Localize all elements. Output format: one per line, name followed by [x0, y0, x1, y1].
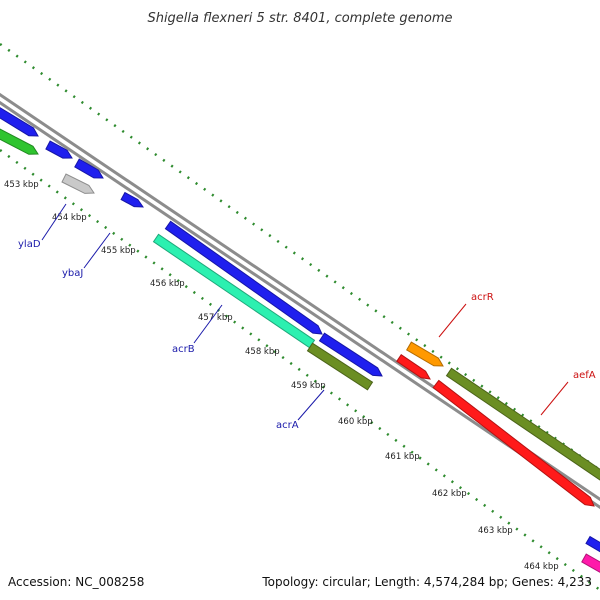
kbp-label: 459 kbp — [291, 381, 326, 391]
gene-leader-line — [297, 389, 325, 421]
feature-acrB-8[interactable] — [152, 233, 316, 349]
feature-acrB-7[interactable] — [164, 220, 323, 335]
gene-leader-line — [83, 232, 111, 269]
kbp-label: 461 kbp — [385, 452, 420, 462]
kbp-label: 457 kbp — [198, 313, 233, 323]
kbp-label: 454 kbp — [52, 213, 87, 223]
feature-acrA-10[interactable] — [306, 342, 374, 391]
gene-label-acrB[interactable]: acrB — [172, 344, 195, 355]
feature-ybaJ-6[interactable] — [120, 191, 144, 208]
kbp-label: 464 kbp — [524, 562, 559, 572]
accession-text: Accession: NC_008258 — [8, 575, 144, 589]
feature-12[interactable] — [396, 354, 431, 380]
kbp-label: 453 kbp — [4, 180, 39, 190]
map-title: Shigella flexneri 5 str. 8401, complete … — [147, 11, 452, 26]
gene-label-ylaD[interactable]: ylaD — [18, 239, 41, 250]
gene-leader-line — [540, 381, 569, 416]
tick-line-inner — [0, 148, 600, 592]
feature-3[interactable] — [45, 140, 73, 159]
feature-track — [0, 104, 600, 574]
gene-label-ybaJ[interactable]: ybaJ — [62, 268, 83, 279]
kbp-scale-labels: 453 kbp 454 kbp 455 kbp 456 kbp 457 kbp 458 k… — [4, 180, 559, 572]
feature-acrR-11[interactable] — [406, 341, 444, 367]
backbone-line-inner — [0, 100, 600, 510]
gene-leader-line — [438, 303, 467, 338]
gene-labels: ylaD ybaJ acrB acrA acrR aefA — [18, 203, 596, 431]
genome-summary-text: Topology: circular; Length: 4,574,284 bp… — [261, 575, 592, 589]
kbp-label: 458 kbp — [245, 347, 280, 357]
feature-ylaD-5[interactable] — [61, 173, 95, 194]
backbone — [0, 92, 600, 510]
feature-16[interactable] — [581, 553, 600, 574]
feature-2[interactable] — [0, 126, 39, 155]
feature-15[interactable] — [585, 535, 600, 554]
kbp-label: 460 kbp — [338, 417, 373, 427]
tick-line-outer — [0, 42, 600, 472]
kbp-label: 456 kbp — [150, 279, 185, 289]
feature-14[interactable] — [432, 379, 595, 507]
tick-marks — [0, 42, 600, 592]
gene-label-aefA[interactable]: aefA — [573, 370, 596, 381]
kbp-label: 463 kbp — [478, 526, 513, 536]
gene-label-acrA[interactable]: acrA — [276, 420, 299, 431]
feature-1[interactable] — [0, 104, 39, 137]
gene-leader-line — [41, 203, 67, 241]
feature-aefA-13[interactable] — [445, 367, 600, 481]
gene-label-acrR[interactable]: acrR — [471, 292, 494, 303]
feature-9[interactable] — [318, 332, 383, 377]
kbp-label: 455 kbp — [101, 246, 136, 256]
gene-leader-line — [193, 304, 223, 344]
kbp-label: 462 kbp — [432, 489, 467, 499]
feature-4[interactable] — [74, 158, 104, 179]
